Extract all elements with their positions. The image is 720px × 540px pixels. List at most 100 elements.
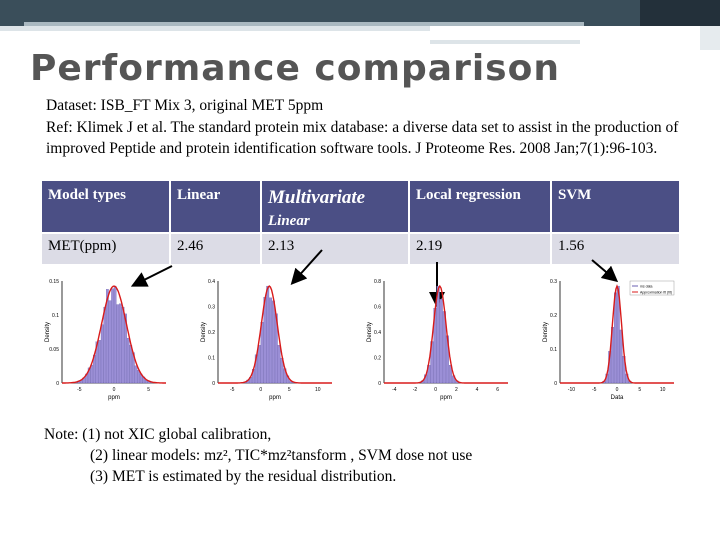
x-tick-label: -5 <box>592 387 597 393</box>
table-header-row: Model types Linear Multivariate Linear Lo… <box>42 181 679 232</box>
histogram-bar <box>616 285 620 384</box>
corner-block <box>700 26 720 50</box>
y-tick-label: 0.4 <box>374 330 381 336</box>
y-tick-label: 0.6 <box>374 305 381 311</box>
x-tick-label: 2 <box>455 387 458 393</box>
header-cell-multivariate: Multivariate Linear <box>262 181 408 232</box>
x-axis-label: ppm <box>108 395 120 401</box>
y-tick-label: 0.1 <box>550 347 557 353</box>
histogram-svm: 0.3 0.2 0.1 0 -10 -5 0 5 10 Density Data ms data App… <box>543 279 675 401</box>
y-tick-label: 0.1 <box>52 313 59 319</box>
header-linear-sub: Linear <box>268 213 310 229</box>
histogram-bar <box>119 303 122 384</box>
histogram-bar <box>124 313 127 384</box>
histogram-bar <box>103 306 107 384</box>
histogram-bar <box>277 345 281 384</box>
header-cell: Local regression <box>410 181 550 232</box>
note-line-1: Note: (1) not XIC global calibration, <box>44 426 272 443</box>
y-tick-label: 0 <box>212 381 215 387</box>
histogram-bar <box>436 285 440 384</box>
x-tick-label: 6 <box>496 387 499 393</box>
x-tick-label: 0 <box>113 387 116 393</box>
y-tick-label: 0.1 <box>208 356 215 362</box>
histogram-bar <box>87 367 91 384</box>
banner-shadow-line <box>0 26 430 31</box>
y-tick-label: 0.2 <box>374 356 381 362</box>
top-banner <box>0 0 720 44</box>
histogram-bar <box>260 321 264 384</box>
x-tick-label: 0 <box>434 387 437 393</box>
histogram-bar <box>129 344 133 384</box>
y-axis-label: Density <box>367 322 373 342</box>
histogram-bar <box>257 345 261 384</box>
legend-box <box>629 280 675 296</box>
y-axis-label: Density <box>201 322 207 342</box>
x-tick-label: -5 <box>230 387 235 393</box>
histogram-bar <box>98 340 101 384</box>
y-tick-label: 0.2 <box>208 330 215 336</box>
histogram-bar <box>95 341 99 384</box>
x-tick-label: 0 <box>616 387 619 393</box>
histogram-bar <box>100 324 104 384</box>
density-curve <box>560 284 674 384</box>
value-cell: 1.56 <box>552 234 679 264</box>
banner-shadow-line-2 <box>430 40 580 44</box>
value-cell: 2.19 <box>410 234 550 264</box>
banner-dark-block <box>640 0 720 26</box>
histogram-bar <box>134 365 138 384</box>
histogram-bar <box>113 285 117 384</box>
x-tick-label: 0 <box>259 387 262 393</box>
histogram-bar <box>108 300 112 384</box>
histogram-bar <box>121 306 125 384</box>
histogram-local-regression: 0.8 0.6 0.4 0.2 0 -4 -2 0 2 4 6 Density ppm <box>367 279 508 401</box>
histogram-bar <box>90 364 94 384</box>
x-tick-label: -10 <box>568 387 575 393</box>
x-tick-label: -5 <box>77 387 82 393</box>
y-tick-label: 0.3 <box>208 305 215 311</box>
value-cell: 2.46 <box>171 234 260 264</box>
histogram-bar <box>272 300 275 384</box>
note-line-2: (2) linear models: mz², TIC*mz²tansform … <box>90 447 473 464</box>
y-tick-label: 0.2 <box>550 313 557 319</box>
header-multivariate: Multivariate <box>268 187 366 208</box>
slide-title: Performance comparison <box>30 48 560 89</box>
density-curve <box>62 285 166 384</box>
table-row: MET(ppm) 2.46 2.13 2.19 1.56 <box>42 234 679 264</box>
x-axis-label: ppm <box>269 395 281 401</box>
x-tick-label: 10 <box>660 387 666 393</box>
x-tick-label: -4 <box>392 387 397 393</box>
reference-text: Ref: Klimek J et al. The standard protei… <box>46 119 679 157</box>
y-axis-label: Density <box>45 322 51 342</box>
header-cell: Linear <box>171 181 260 232</box>
y-tick-label: 0.3 <box>550 279 557 285</box>
legend-label: Approximation fit (fit) <box>640 291 672 295</box>
comparison-table: Model types Linear Multivariate Linear Lo… <box>40 179 681 266</box>
y-tick-label: 0.8 <box>374 279 381 285</box>
y-tick-label: 0 <box>554 381 557 387</box>
histogram-bar <box>448 365 453 384</box>
x-tick-label: 10 <box>315 387 321 393</box>
histogram-bar <box>126 337 130 384</box>
x-tick-label: 4 <box>476 387 479 393</box>
histogram-bar <box>269 297 273 384</box>
row-label: MET(ppm) <box>42 234 169 264</box>
header-cell: Model types <box>42 181 169 232</box>
y-tick-label: 0.05 <box>49 347 59 353</box>
histogram-bar <box>111 288 114 384</box>
legend-label: ms data <box>640 285 653 289</box>
note-line-3: (3) MET is estimated by the residual dis… <box>90 468 397 485</box>
dataset-text: Dataset: ISB_FT Mix 3, original MET 5ppm <box>46 97 324 114</box>
histogram-bar <box>106 289 109 384</box>
histogram-bar <box>116 304 120 384</box>
x-tick-label: -2 <box>413 387 418 393</box>
banner-highlight-line <box>24 22 584 26</box>
density-curve <box>384 284 508 384</box>
x-tick-label: 5 <box>147 387 150 393</box>
note-block: Note: (1) not XIC global calibration, (2… <box>44 424 684 487</box>
x-axis-label: Data <box>611 395 624 401</box>
histogram-linear: 0.15 0.1 0.05 0 -5 0 5 Density ppm <box>45 279 166 401</box>
y-axis-label: Density <box>543 322 549 342</box>
value-cell: 2.13 <box>262 234 408 264</box>
x-tick-label: 5 <box>638 387 641 393</box>
histogram-bar <box>619 329 623 384</box>
